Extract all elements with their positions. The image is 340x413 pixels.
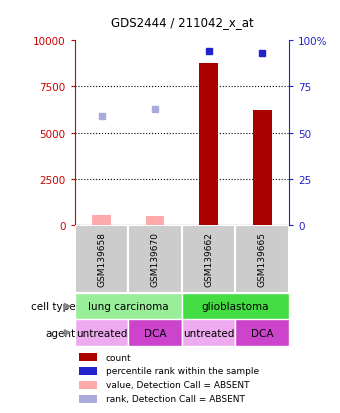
Bar bbox=[75, 225, 128, 293]
Bar bbox=[199, 63, 218, 225]
Bar bbox=[182, 320, 235, 346]
Text: DCA: DCA bbox=[144, 328, 166, 338]
Text: GSM139658: GSM139658 bbox=[97, 232, 106, 287]
Text: lung carcinoma: lung carcinoma bbox=[88, 301, 169, 311]
Text: untreated: untreated bbox=[76, 328, 127, 338]
Bar bbox=[75, 293, 182, 320]
Text: GSM139670: GSM139670 bbox=[151, 232, 159, 287]
Bar bbox=[79, 367, 97, 375]
Bar bbox=[182, 225, 235, 293]
Bar bbox=[75, 320, 128, 346]
Bar bbox=[79, 395, 97, 403]
Bar bbox=[79, 354, 97, 361]
Bar bbox=[182, 293, 289, 320]
Bar bbox=[92, 216, 111, 225]
Text: value, Detection Call = ABSENT: value, Detection Call = ABSENT bbox=[106, 380, 249, 389]
Text: DCA: DCA bbox=[251, 328, 273, 338]
Bar bbox=[146, 216, 165, 225]
Text: percentile rank within the sample: percentile rank within the sample bbox=[106, 367, 259, 375]
Bar bbox=[235, 320, 289, 346]
Bar bbox=[129, 320, 182, 346]
Text: count: count bbox=[106, 353, 131, 362]
Text: glioblastoma: glioblastoma bbox=[202, 301, 269, 311]
Text: cell type: cell type bbox=[31, 301, 76, 311]
Bar bbox=[253, 111, 272, 225]
Bar bbox=[235, 225, 289, 293]
Bar bbox=[129, 225, 182, 293]
Text: GSM139665: GSM139665 bbox=[258, 232, 267, 287]
Text: GDS2444 / 211042_x_at: GDS2444 / 211042_x_at bbox=[110, 16, 253, 29]
Text: agent: agent bbox=[46, 328, 76, 338]
Text: rank, Detection Call = ABSENT: rank, Detection Call = ABSENT bbox=[106, 394, 244, 403]
Text: GSM139662: GSM139662 bbox=[204, 232, 213, 287]
Bar bbox=[79, 381, 97, 389]
Text: untreated: untreated bbox=[183, 328, 234, 338]
